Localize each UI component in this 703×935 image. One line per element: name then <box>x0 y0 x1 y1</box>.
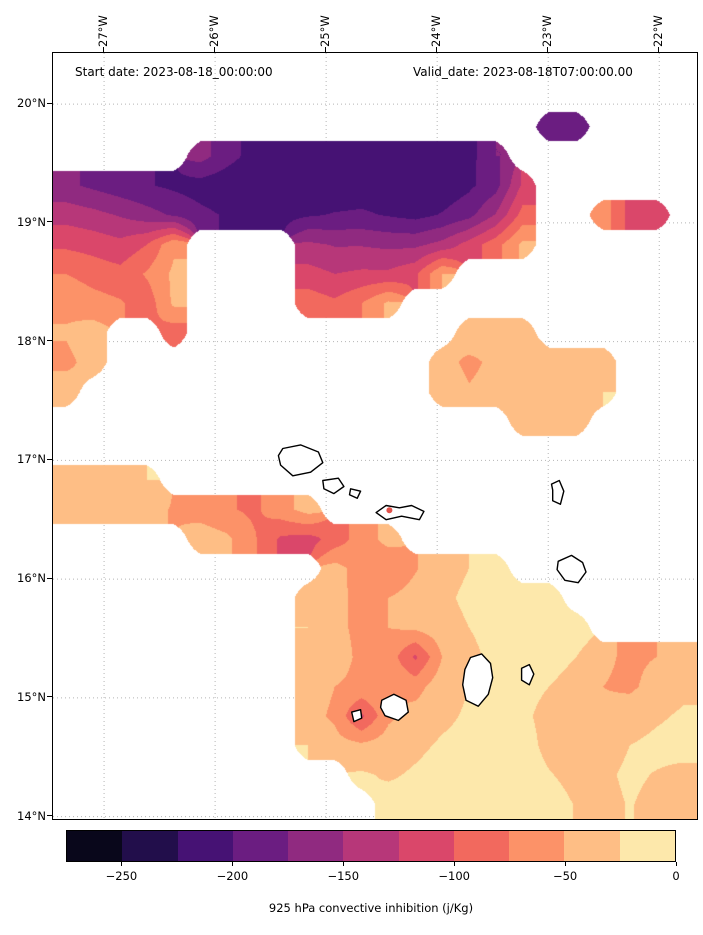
island-outline <box>375 504 425 521</box>
colorbar-segment <box>619 831 675 861</box>
x-tick-label: 25°W <box>318 15 333 47</box>
y-tick-label: 16°N <box>17 571 46 586</box>
y-tick-mark <box>47 815 52 817</box>
colorbar-tick-label: 0 <box>672 869 680 883</box>
x-tick-label: 24°W <box>429 15 444 47</box>
x-tick-mark <box>657 47 659 52</box>
island-outline <box>462 653 494 707</box>
y-tick-label: 15°N <box>17 689 46 704</box>
colorbar-tick-label: −250 <box>105 869 138 883</box>
y-tick-mark <box>47 696 52 698</box>
colorbar-segment <box>453 831 510 861</box>
colorbar-tick-mark <box>453 862 455 866</box>
y-tick-mark <box>47 458 52 460</box>
x-tick-mark <box>213 47 215 52</box>
x-tick-mark <box>324 47 326 52</box>
colorbar-tick-mark <box>231 862 233 866</box>
colorbar-tick-mark <box>675 862 677 866</box>
colorbar-segment <box>509 831 565 861</box>
y-tick-mark <box>47 221 52 223</box>
y-tick-label: 18°N <box>17 333 46 348</box>
colorbar-label: 925 hPa convective inhibition (j/Kg) <box>268 901 474 915</box>
valid-date-label: Valid_date: 2023-08-18T07:00:00.00 <box>413 65 633 79</box>
colorbar-segment <box>177 831 233 861</box>
colorbar-segment <box>398 831 454 861</box>
colorbar <box>66 830 676 862</box>
island-outline <box>556 554 587 584</box>
y-tick-label: 14°N <box>17 808 46 823</box>
y-tick-mark <box>47 102 52 104</box>
island-outline <box>348 488 362 499</box>
colorbar-tick-mark <box>120 862 122 866</box>
colorbar-segment <box>288 831 344 861</box>
colorbar-segment <box>67 831 123 861</box>
colorbar-segment <box>232 831 289 861</box>
x-tick-mark <box>102 47 104 52</box>
x-tick-mark <box>546 47 548 52</box>
island-outline <box>520 663 535 686</box>
island-outline <box>379 693 409 722</box>
cin-field-canvas <box>53 53 697 819</box>
island-outline <box>351 709 363 723</box>
x-tick-label: 26°W <box>207 15 222 47</box>
y-tick-mark <box>47 577 52 579</box>
colorbar-segment <box>343 831 399 861</box>
colorbar-tick-label: −150 <box>327 869 360 883</box>
map-plot: Start date: 2023-08-18_00:00:00 Valid_da… <box>52 52 698 820</box>
island-outline <box>322 477 345 495</box>
colorbar-tick-label: −200 <box>216 869 249 883</box>
colorbar-segments <box>67 831 675 861</box>
colorbar-tick-mark <box>564 862 566 866</box>
x-tick-label: 27°W <box>96 15 111 47</box>
colorbar-tick-label: −50 <box>552 869 578 883</box>
x-tick-label: 22°W <box>651 15 666 47</box>
island-outline <box>550 479 565 505</box>
field-spot <box>386 507 393 514</box>
x-tick-mark <box>435 47 437 52</box>
y-tick-mark <box>47 340 52 342</box>
coastlines-overlay <box>277 444 587 723</box>
island-outline <box>277 444 324 477</box>
colorbar-tick-label: −100 <box>438 869 470 883</box>
y-tick-label: 17°N <box>17 452 46 467</box>
colorbar-segment <box>564 831 620 861</box>
colorbar-segment <box>122 831 178 861</box>
start-date-label: Start date: 2023-08-18_00:00:00 <box>75 65 273 79</box>
colorbar-tick-mark <box>342 862 344 866</box>
y-tick-label: 20°N <box>17 96 46 111</box>
x-tick-label: 23°W <box>540 15 555 47</box>
y-tick-label: 19°N <box>17 214 46 229</box>
